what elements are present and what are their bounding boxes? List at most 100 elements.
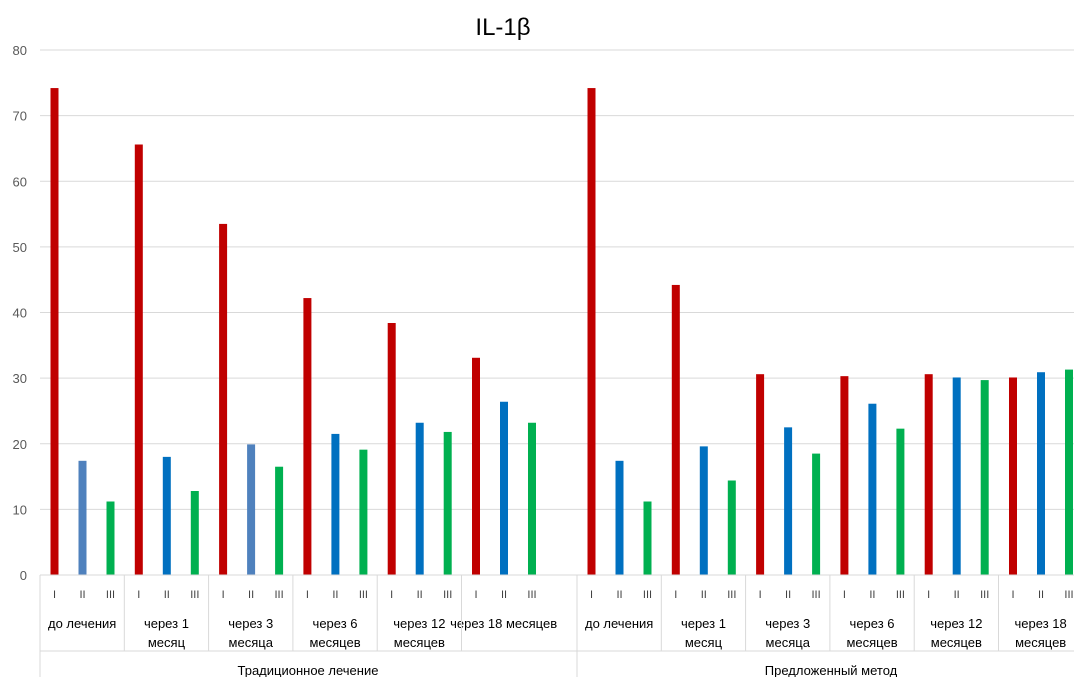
bar [840, 376, 849, 575]
y-tick-label: 50 [13, 240, 27, 255]
chart-title: IL-1β [475, 14, 530, 41]
bar [952, 377, 961, 575]
y-axis: 0 10 20 30 40 50 60 70 80 [13, 43, 27, 583]
x-subcategory-label: I [674, 589, 677, 601]
bar [219, 223, 228, 575]
bar [1009, 377, 1017, 575]
x-subcategory-label: I [306, 589, 309, 601]
x-period-label: через 1 [681, 616, 726, 631]
x-subcategory-label: II [79, 589, 85, 601]
x-period-label: через 1 [144, 616, 189, 631]
bar [303, 298, 312, 575]
x-subcategory-label: III [359, 589, 368, 601]
bar [980, 380, 989, 575]
x-subcategory-label: I [137, 589, 140, 601]
bar [924, 374, 933, 575]
x-subcategory-label: III [443, 589, 452, 601]
bar [443, 431, 452, 575]
bar [615, 460, 624, 575]
y-tick-label: 0 [20, 568, 27, 583]
y-tick-label: 10 [13, 502, 27, 517]
x-subcategory-label: II [417, 589, 423, 601]
x-period-label: до лечения [585, 616, 653, 631]
bar [727, 480, 736, 575]
x-period-label: через 12 [930, 616, 982, 631]
bar [784, 427, 793, 575]
x-subcategory-label: II [869, 589, 875, 601]
x-subcategory-label: I [843, 589, 846, 601]
bar [106, 501, 115, 575]
x-subcategory-label: II [332, 589, 338, 601]
x-subcategory-label: I [590, 589, 593, 601]
bar [528, 422, 536, 575]
x-outer-group-label: Традиционное лечение [238, 663, 379, 677]
x-subcategory-label: II [1038, 589, 1044, 601]
x-subcategory-label: III [812, 589, 821, 601]
x-subcategory-label: I [53, 589, 56, 601]
bar [78, 460, 87, 575]
y-tick-label: 70 [13, 109, 27, 124]
x-subcategory-label: III [275, 589, 284, 601]
x-subcategory-label: I [390, 589, 393, 601]
bar [247, 444, 256, 575]
bar [756, 374, 765, 575]
x-period-label: через 12 [393, 616, 445, 631]
x-period-label: через 3 [228, 616, 273, 631]
y-tick-label: 60 [13, 174, 27, 189]
x-subcategory-label: II [785, 589, 791, 601]
x-period-label: месяца [766, 635, 811, 650]
bar [275, 466, 284, 575]
bar [699, 446, 708, 575]
x-subcategory-label: III [980, 589, 989, 601]
x-period-label: месяцев [394, 635, 445, 650]
bar [643, 501, 652, 575]
x-subcategory-label: III [106, 589, 115, 601]
bar [190, 491, 199, 575]
bar [896, 428, 905, 575]
bar [1065, 369, 1073, 575]
bar [162, 456, 171, 575]
x-period-label: месяца [229, 635, 274, 650]
bar [331, 433, 340, 575]
bar [415, 422, 424, 575]
x-period-label: до лечения [48, 616, 116, 631]
x-subcategory-label: II [164, 589, 170, 601]
bar [472, 357, 480, 575]
bar [671, 284, 680, 575]
x-period-label: месяцев [931, 635, 982, 650]
x-subcategory-label: I [759, 589, 762, 601]
x-period-label: месяц [148, 635, 186, 650]
bar [134, 144, 143, 575]
x-subcategory-label: I [927, 589, 930, 601]
x-subcategory-label: II [501, 589, 507, 601]
x-subcategory-label: III [190, 589, 199, 601]
y-tick-label: 40 [13, 306, 27, 321]
x-outer-group-label: Предложенный метод [765, 663, 898, 677]
x-subcategory-label: III [727, 589, 736, 601]
x-period-label: через 18 месяцев [450, 616, 557, 631]
bar [359, 449, 368, 575]
x-subcategory-label: II [616, 589, 622, 601]
x-period-label: через 6 [850, 616, 895, 631]
x-subcategory-label: III [643, 589, 652, 601]
x-subcategory-label: II [701, 589, 707, 601]
gridlines [40, 49, 1074, 576]
bar [50, 88, 59, 575]
x-subcategory-label: III [896, 589, 905, 601]
x-subcategory-label: II [954, 589, 960, 601]
bar [387, 323, 396, 575]
x-subcategory-label: III [1064, 589, 1073, 601]
bars [50, 88, 1073, 575]
x-period-label: месяц [685, 635, 723, 650]
x-subcategory-label: I [1011, 589, 1014, 601]
bar [587, 88, 596, 575]
bar [500, 401, 508, 575]
y-tick-label: 20 [13, 437, 27, 452]
bar [868, 403, 877, 575]
y-tick-label: 30 [13, 371, 27, 386]
x-subcategory-label: II [248, 589, 254, 601]
x-subcategory-label: III [527, 589, 536, 601]
bar [1037, 372, 1045, 575]
